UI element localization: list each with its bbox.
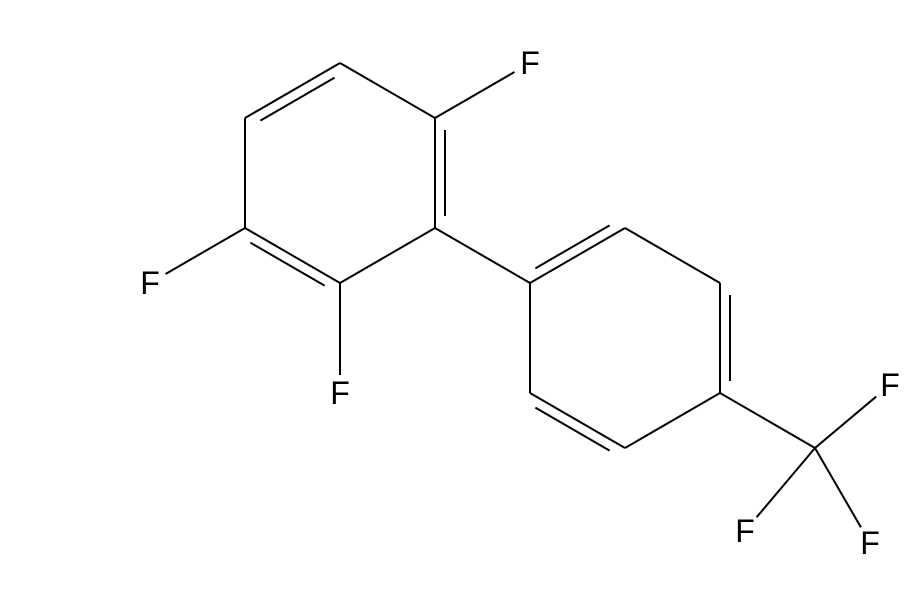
atom-label-f: F — [140, 265, 160, 301]
atom-label-f: F — [735, 513, 755, 549]
atom-label-f: F — [880, 367, 900, 403]
atom-label-f: F — [330, 375, 350, 411]
atom-label-f: F — [520, 45, 540, 81]
atom-label-f: F — [860, 525, 880, 561]
molecule-diagram: F F F F F F — [0, 0, 908, 614]
